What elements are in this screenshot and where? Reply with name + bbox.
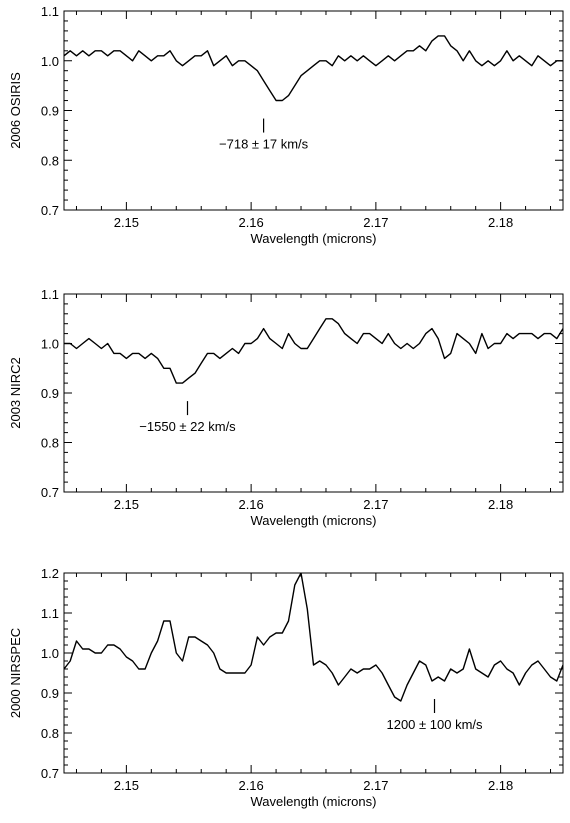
- x-axis-label: Wavelength (microns): [251, 794, 377, 809]
- x-tick-label: 2.17: [363, 497, 388, 512]
- velocity-annotation: −1550 ± 22 km/s: [139, 419, 236, 434]
- x-tick-label: 2.15: [114, 215, 139, 230]
- y-tick-label: 0.7: [41, 485, 59, 500]
- x-tick-label: 2.18: [488, 215, 513, 230]
- y-tick-label: 0.8: [41, 726, 59, 741]
- x-tick-label: 2.16: [238, 778, 263, 793]
- plot-frame: [63, 293, 564, 493]
- y-axis-label: 2006 OSIRIS: [8, 72, 23, 149]
- y-tick-label: 0.8: [41, 153, 59, 168]
- x-tick-label: 2.18: [488, 497, 513, 512]
- y-tick-label: 0.9: [41, 104, 59, 119]
- y-tick-label: 1.2: [41, 566, 59, 581]
- panel-2: 2.15 2.16 2.17 2.18 0.7 0.8 0.9 1.0 1.1 Wavelengt…: [8, 287, 564, 528]
- x-axis-label: Wavelength (microns): [251, 231, 377, 246]
- x-tick-label: 2.16: [238, 215, 263, 230]
- spectrum-line: [64, 573, 563, 702]
- plot-frame: [63, 10, 564, 211]
- y-axis-label: 2000 NIRSPEC: [8, 628, 23, 718]
- x-tick-label: 2.17: [363, 778, 388, 793]
- y-tick-label: 1.1: [41, 287, 59, 302]
- y-tick-label: 1.0: [41, 337, 59, 352]
- y-tick-label: 1.0: [41, 54, 59, 69]
- y-axis-label: 2003 NIRC2: [8, 357, 23, 429]
- x-axis-label: Wavelength (microns): [251, 513, 377, 528]
- x-tick-label: 2.15: [114, 497, 139, 512]
- velocity-annotation: −718 ± 17 km/s: [219, 137, 309, 152]
- x-tick-label: 2.15: [114, 778, 139, 793]
- spectrum-line: [64, 35, 563, 102]
- velocity-annotation: 1200 ± 100 km/s: [386, 717, 483, 732]
- y-tick-label: 0.9: [41, 686, 59, 701]
- panel-1: 2.15 2.16 2.17 2.18 0.7 0.8 0.9 1.0 1.1 Wavelengt…: [8, 4, 564, 246]
- panel-3: 2.15 2.16 2.17 2.18 0.7 0.8 0.9 1.0 1.1 1.2 Wavele…: [8, 566, 564, 809]
- plot-frame: [63, 572, 564, 774]
- y-tick-label: 1.0: [41, 646, 59, 661]
- y-tick-label: 0.7: [41, 203, 59, 218]
- y-tick-label: 0.9: [41, 386, 59, 401]
- spectrum-line: [64, 318, 563, 384]
- x-tick-label: 2.17: [363, 215, 388, 230]
- x-tick-label: 2.18: [488, 778, 513, 793]
- x-tick-label: 2.16: [238, 497, 263, 512]
- y-tick-label: 1.1: [41, 4, 59, 19]
- y-tick-label: 0.7: [41, 766, 59, 781]
- y-tick-label: 0.8: [41, 436, 59, 451]
- y-tick-label: 1.1: [41, 606, 59, 621]
